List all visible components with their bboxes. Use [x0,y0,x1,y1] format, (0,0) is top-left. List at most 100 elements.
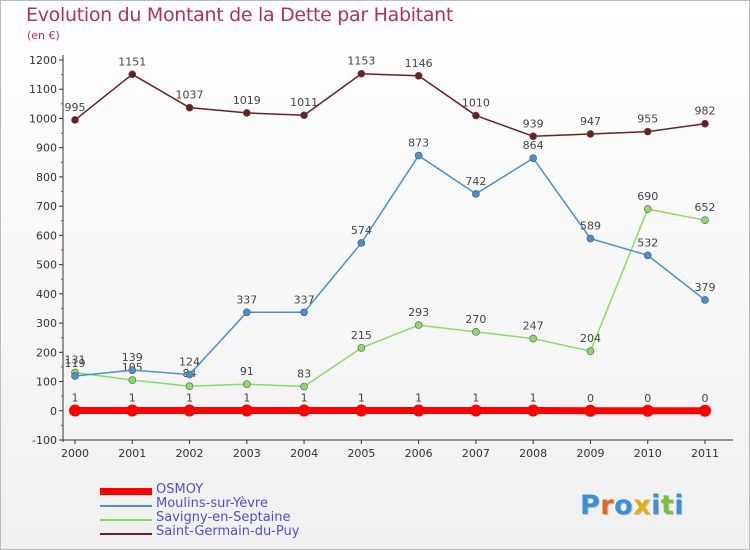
data-label: 0 [644,392,651,405]
series-line-moulins-sur-y-vre [74,154,706,377]
data-label: 982 [695,105,716,118]
logo-letter: t [660,490,675,521]
x-tick-label: 2009 [576,447,604,460]
data-label: 574 [351,224,372,237]
y-tick-label: 0 [50,405,57,418]
data-label: 532 [637,236,658,249]
data-point [472,328,480,336]
x-tick-label: 2008 [519,447,547,460]
data-point [701,296,709,304]
logo-letter: r [600,490,615,521]
data-label: 1 [415,391,422,404]
data-point [355,404,368,417]
data-point [412,404,425,417]
data-point [357,344,366,352]
data-point [701,119,709,128]
legend-swatch [100,505,152,507]
data-label: 270 [465,313,486,326]
y-tick-label: 1200 [29,54,57,67]
legend-label: Moulins-sur-Yèvre [156,496,268,511]
data-point [643,205,652,213]
y-tick-label: 800 [36,171,57,184]
data-point [243,109,251,117]
data-point [357,69,366,78]
data-point [414,321,423,329]
y-tick-label: 1000 [29,112,57,125]
x-tick-label: 2001 [118,447,146,460]
y-tick-label: 500 [36,259,57,272]
data-point [529,132,537,141]
data-label: 1 [186,391,193,404]
data-label: 1011 [290,96,318,109]
data-point [643,127,652,136]
data-point [584,404,597,417]
legend-item: Saint-Germain-du-Puy [100,524,360,540]
data-point [126,404,139,417]
data-point [185,370,194,379]
data-point [529,154,537,163]
data-point [469,404,482,417]
data-label: 1 [472,391,479,404]
logo-letter: P [580,490,601,521]
x-tick-label: 2011 [691,447,719,460]
y-tick-label: 200 [36,346,57,359]
y-tick-label: -100 [32,434,57,447]
data-label: 1010 [462,97,490,110]
data-label: 873 [408,137,429,150]
data-label: 215 [351,329,372,342]
legend-item: Moulins-sur-Yèvre [100,496,360,512]
data-label: 947 [580,115,601,128]
legend-swatch [100,519,152,521]
data-point [185,103,194,112]
data-point [300,308,308,317]
data-point [472,111,480,120]
data-point [71,116,79,124]
data-label: 1 [72,391,79,404]
data-label: 995 [65,101,86,114]
data-point [586,234,595,243]
data-point [414,151,423,160]
data-point [298,404,311,417]
data-label: 742 [465,175,486,188]
data-label: 1 [243,391,250,404]
logo-letter: i [674,490,685,521]
chart-title: Evolution du Montant de la Dette par Hab… [26,4,454,26]
x-tick-label: 2000 [61,447,89,460]
x-tick-label: 2003 [233,447,261,460]
data-point [300,111,308,120]
data-label: 131 [65,353,86,366]
legend-item: Savigny-en-Septaine [100,510,360,526]
data-label: 0 [702,392,709,405]
data-label: 1037 [176,89,204,102]
y-tick-label: 900 [36,142,57,155]
data-point [701,216,709,224]
logo-letter: x [633,490,652,521]
x-tick-label: 2005 [347,447,375,460]
data-label: 337 [236,293,257,306]
logo-letter: o [614,490,634,521]
data-point [529,334,537,343]
data-point [185,382,194,391]
y-tick-label: 100 [36,376,57,389]
data-label: 379 [695,281,716,294]
data-label: 337 [294,293,315,306]
series-line-savigny-en-septaine [74,208,706,388]
data-label: 1 [530,391,537,404]
data-label: 1146 [405,57,433,70]
data-label: 1153 [347,55,375,68]
data-point [699,404,711,417]
legend-label: OSMOY [156,482,204,497]
data-label: 1151 [118,55,146,68]
data-label: 1 [301,391,308,404]
legend-item: OSMOY [100,482,360,498]
legend-swatch [100,488,152,495]
y-tick-label: 400 [36,288,57,301]
data-point [527,404,540,417]
data-label: 91 [240,365,254,378]
data-label: 83 [297,368,311,381]
series-line-saint-germain-du-puy [74,72,706,138]
data-point [71,372,79,380]
proxiti-logo: Proxiti [580,490,684,521]
data-point [183,404,196,417]
